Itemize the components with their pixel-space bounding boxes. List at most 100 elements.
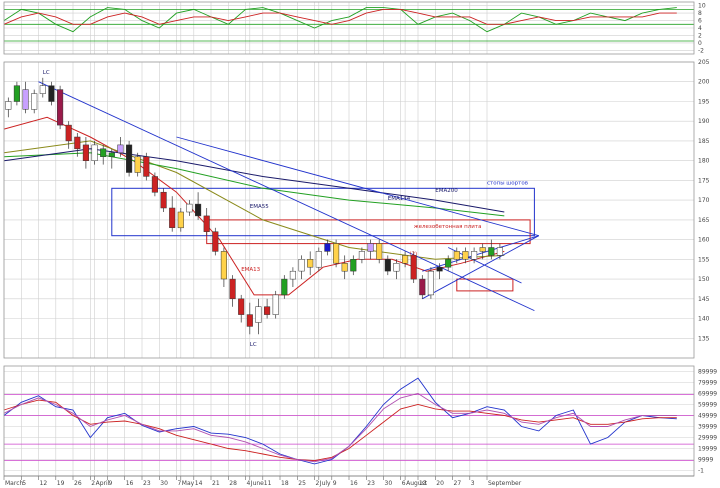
candle-body bbox=[436, 266, 443, 272]
date-tick-label: 2 bbox=[316, 480, 320, 487]
candle-body bbox=[341, 263, 348, 272]
ma-line-3 bbox=[3, 148, 505, 213]
candle-body bbox=[315, 251, 322, 268]
date-tick-label: 23 bbox=[367, 480, 375, 487]
annotation-label: железобетонная плита bbox=[414, 224, 482, 230]
vol-tick-label: 39999 bbox=[698, 424, 717, 431]
panel-frame-0 bbox=[3, 1, 695, 55]
date-tick-label: 9 bbox=[333, 480, 337, 487]
candles-layer bbox=[5, 77, 503, 335]
candle-body bbox=[65, 124, 72, 142]
candle-body bbox=[91, 144, 98, 161]
candle-body bbox=[13, 85, 20, 102]
candle-body bbox=[74, 136, 81, 150]
candle-body bbox=[402, 255, 409, 264]
candle-body bbox=[462, 251, 469, 260]
date-tick-label: 16 bbox=[126, 480, 134, 487]
candle-body bbox=[324, 243, 331, 252]
zone-box-0 bbox=[111, 187, 535, 237]
price-tick-label: 140 bbox=[698, 316, 710, 323]
candle-body bbox=[307, 259, 314, 268]
candle-body bbox=[177, 211, 184, 229]
date-tick-label: 26 bbox=[74, 480, 82, 487]
candle-body bbox=[471, 251, 478, 260]
trendline-4 bbox=[448, 247, 522, 284]
date-tick-label: 20 bbox=[436, 480, 444, 487]
date-tick-label: 23 bbox=[143, 480, 151, 487]
vol-tick-label: 69999 bbox=[698, 391, 717, 398]
price-tick-label: 180 bbox=[698, 158, 710, 165]
candle-body bbox=[48, 85, 55, 102]
date-tick-label: 11 bbox=[264, 480, 272, 487]
candle-body bbox=[272, 294, 279, 315]
price-tick-label: 200 bbox=[698, 79, 710, 86]
date-tick-label: August bbox=[406, 480, 428, 487]
date-tick-label: 4 bbox=[247, 480, 251, 487]
trendline-1 bbox=[176, 136, 539, 237]
price-tick-label: 150 bbox=[698, 276, 710, 283]
candle-body bbox=[255, 306, 262, 323]
annotation-label: EMA55 bbox=[250, 204, 269, 210]
candle-body bbox=[169, 207, 176, 228]
date-tick-label: 5 bbox=[22, 480, 26, 487]
date-tick-label: 6 bbox=[402, 480, 406, 487]
vol-tick-label: 9999 bbox=[698, 457, 713, 464]
ma-line-0 bbox=[3, 116, 505, 296]
price-tick-label: 185 bbox=[698, 138, 710, 145]
date-tick-label: 21 bbox=[212, 480, 220, 487]
candle-body bbox=[212, 231, 219, 252]
date-tick-label: 13 bbox=[419, 480, 427, 487]
vol-tick-label: 49999 bbox=[698, 413, 717, 420]
date-tick-label: 9 bbox=[109, 480, 113, 487]
vol-tick-label: -1 bbox=[698, 468, 704, 475]
candle-body bbox=[117, 144, 124, 154]
date-tick-label: 19 bbox=[57, 480, 65, 487]
candle-body bbox=[367, 243, 374, 252]
frames-layer bbox=[3, 1, 695, 477]
osc-tick-label: 4 bbox=[698, 25, 702, 32]
zone-box-2 bbox=[456, 278, 514, 292]
candle-body bbox=[419, 278, 426, 296]
date-tick-label: 28 bbox=[229, 480, 237, 487]
candle-body bbox=[126, 144, 133, 173]
annotation-label: LC bbox=[250, 342, 257, 348]
vol-tick-label: 59999 bbox=[698, 402, 717, 409]
candle-body bbox=[238, 298, 245, 315]
ma-line-2 bbox=[3, 152, 505, 217]
candle-body bbox=[281, 278, 288, 296]
candle-body bbox=[427, 270, 434, 296]
osc-series-line-1 bbox=[3, 8, 677, 25]
price-tick-label: 205 bbox=[698, 59, 710, 66]
date-tick-label: 12 bbox=[40, 480, 48, 487]
price-tick-label: 170 bbox=[698, 197, 710, 204]
candle-body bbox=[358, 251, 365, 260]
candle-body bbox=[57, 89, 64, 126]
annotation-label: (2) bbox=[409, 251, 417, 257]
date-tick-label: 3 bbox=[471, 480, 475, 487]
candle-body bbox=[220, 251, 227, 280]
trendline-3 bbox=[422, 235, 539, 272]
candle-body bbox=[393, 263, 400, 272]
date-tick-label: 25 bbox=[298, 480, 306, 487]
candle-body bbox=[143, 156, 150, 177]
price-tick-label: 160 bbox=[698, 237, 710, 244]
candle-body bbox=[376, 243, 383, 260]
candle-body bbox=[151, 176, 158, 193]
vol-tick-label: 79999 bbox=[698, 380, 717, 387]
ma-line-1 bbox=[3, 140, 505, 260]
price-tick-label: 135 bbox=[698, 335, 710, 342]
annotation-label: EMA13 bbox=[241, 267, 260, 273]
date-tick-label: 27 bbox=[454, 480, 462, 487]
candle-body bbox=[410, 255, 417, 280]
candle-body bbox=[384, 259, 391, 272]
date-tick-label: March bbox=[5, 480, 23, 487]
osc-tick-label: -2 bbox=[698, 47, 704, 54]
candle-body bbox=[496, 247, 503, 256]
price-tick-label: 165 bbox=[698, 217, 710, 224]
vol-tick-label: 29999 bbox=[698, 435, 717, 442]
date-tick-label: 16 bbox=[350, 480, 358, 487]
price-tick-label: 195 bbox=[698, 99, 710, 106]
grid-layer bbox=[3, 2, 694, 480]
annotation-label: LC bbox=[43, 70, 50, 76]
annotation-label: EMA200 bbox=[435, 188, 458, 194]
